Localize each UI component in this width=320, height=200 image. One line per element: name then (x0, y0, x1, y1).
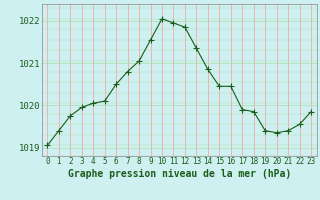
X-axis label: Graphe pression niveau de la mer (hPa): Graphe pression niveau de la mer (hPa) (68, 169, 291, 179)
